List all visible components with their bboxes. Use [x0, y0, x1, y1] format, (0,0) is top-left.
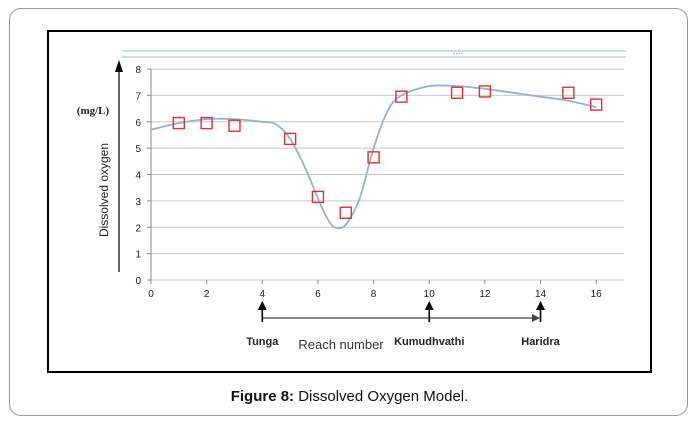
- observed-point-10: [478, 85, 492, 98]
- observed-point-11: [562, 86, 575, 99]
- y-tick-label-5: 5: [135, 144, 141, 155]
- observed-point-5: [311, 190, 325, 204]
- x-tick-label-8: 8: [371, 289, 377, 300]
- model-curve: [150, 84, 597, 230]
- observed-point-1: [172, 116, 186, 130]
- annotation-arrowhead-3: [536, 301, 546, 310]
- observed-point-3: [228, 119, 241, 132]
- observed-point-8: [395, 90, 408, 103]
- observed-point-4: [283, 132, 297, 146]
- x-tick-label-6: 6: [315, 289, 321, 300]
- y-axis-unit: (mg/L): [77, 105, 110, 117]
- figure-caption: Figure 8: Dissolved Oxygen Model.: [0, 388, 699, 405]
- x-tick-label-4: 4: [260, 289, 266, 300]
- y-axis-label: Dissolved oxygen: [97, 143, 111, 237]
- x-tick-label-14: 14: [535, 289, 547, 300]
- y-axis-arrowhead: [115, 60, 123, 72]
- x-tick-label-0: 0: [148, 289, 154, 300]
- y-tick-label-8: 8: [135, 65, 141, 76]
- observed-point-9: [450, 86, 464, 99]
- observed-point-12: [589, 98, 603, 111]
- caption-label: Figure 8:: [230, 388, 295, 405]
- x-tick-label-10: 10: [424, 289, 436, 300]
- x-tick-label-16: 16: [591, 289, 603, 300]
- y-tick-label-3: 3: [135, 197, 141, 208]
- points-layer: [172, 85, 603, 219]
- caption-text: Dissolved Oxygen Model.: [298, 388, 469, 405]
- observed-point-7: [367, 151, 380, 164]
- annotation-layer: Tunga Kumudhvathi Haridra: [246, 301, 561, 348]
- x-axis-label: Reach number: [298, 337, 384, 352]
- y-tick-label-7: 7: [135, 91, 141, 102]
- observed-point-2: [200, 116, 213, 130]
- y-tick-label-0: 0: [135, 276, 141, 287]
- y-tick-label-4: 4: [135, 171, 141, 182]
- y-tick-label-6: 6: [135, 118, 141, 129]
- reach-arrow-head: [532, 314, 540, 322]
- annotation-arrowhead-1: [257, 301, 267, 310]
- observed-point-6: [339, 206, 352, 219]
- x-tick-label-2: 2: [204, 289, 210, 300]
- annotation-arrowhead-2: [424, 301, 434, 310]
- x-tick-label-12: 12: [479, 289, 491, 300]
- chart-box: [47, 30, 652, 373]
- y-tick-label-2: 2: [135, 223, 141, 234]
- y-tick-label-1: 1: [135, 250, 141, 261]
- grid-layer: [151, 68, 624, 281]
- annotation-label-3: Haridra: [521, 336, 560, 348]
- annotation-label-1: Tunga: [246, 336, 279, 348]
- annotation-label-2: Kumudhvathi: [394, 336, 464, 348]
